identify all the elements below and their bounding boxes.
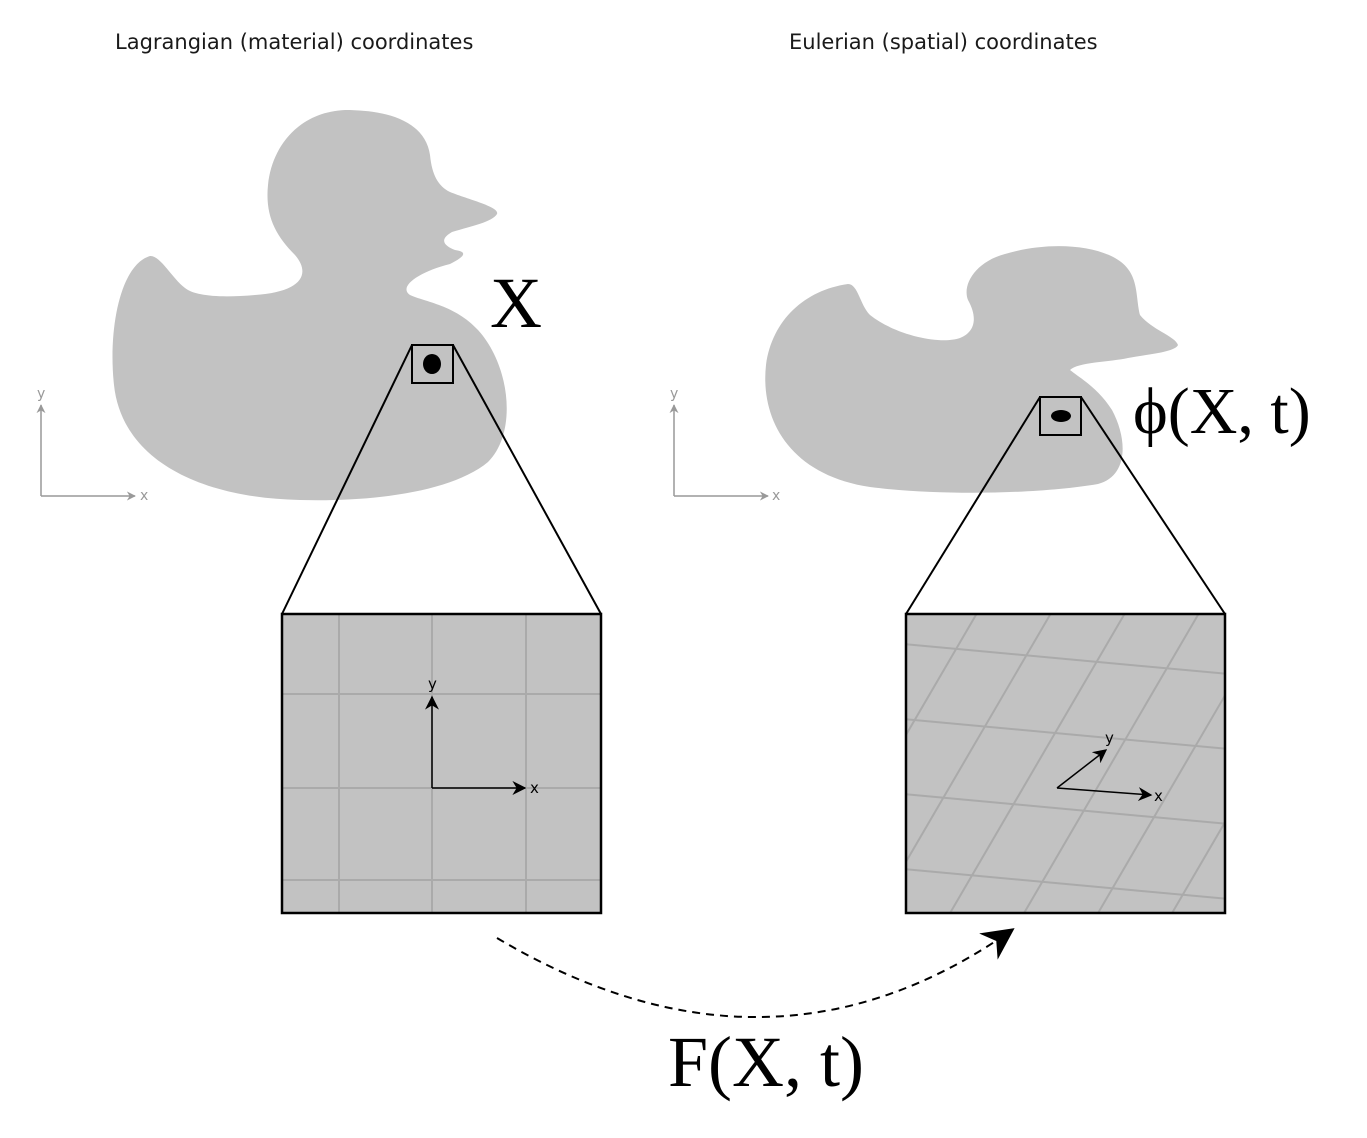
lagrangian-zoom-x-label: x <box>530 779 539 797</box>
lagrangian-zoom-line-left <box>281 344 413 615</box>
eulerian-point-box <box>1039 396 1082 436</box>
deformation-gradient-label: F(X, t) <box>668 1022 864 1102</box>
lagrangian-title: Lagrangian (material) coordinates <box>115 30 474 54</box>
eulerian-zoom-line-left <box>905 396 1041 615</box>
eulerian-axis-y-label: y <box>670 386 678 402</box>
lagrangian-point-label: X <box>490 263 542 343</box>
lagrangian-point-box <box>411 344 454 384</box>
eulerian-zoom-x-label: x <box>1154 787 1163 805</box>
lagrangian-axis-x-label: x <box>140 488 148 504</box>
eulerian-axis-x-label: x <box>772 488 780 504</box>
lagrangian-zoom-line-right <box>452 344 602 615</box>
lagrangian-zoom-y-label: y <box>428 675 437 693</box>
lagrangian-global-axes: y x <box>36 386 148 504</box>
eulerian-spatial-point <box>1051 410 1071 422</box>
lagrangian-zoom-panel: y x <box>280 612 603 915</box>
lagrangian-axis-y-label: y <box>37 386 45 402</box>
eulerian-global-axes: y x <box>669 386 780 504</box>
deformation-mapping-arrow <box>496 928 1015 1019</box>
lagrangian-material-point <box>423 354 441 374</box>
lagrangian-undeformed-grid <box>282 614 601 913</box>
eulerian-point-label: ϕ(X, t) <box>1133 375 1311 448</box>
eulerian-title: Eulerian (spatial) coordinates <box>789 30 1098 54</box>
eulerian-duck-shape <box>765 246 1178 493</box>
eulerian-zoom-y-label: y <box>1105 729 1114 747</box>
eulerian-zoom-line-right <box>1080 396 1226 615</box>
lagrangian-duck-shape <box>112 110 507 501</box>
eulerian-zoom-panel: y x <box>904 612 1227 915</box>
